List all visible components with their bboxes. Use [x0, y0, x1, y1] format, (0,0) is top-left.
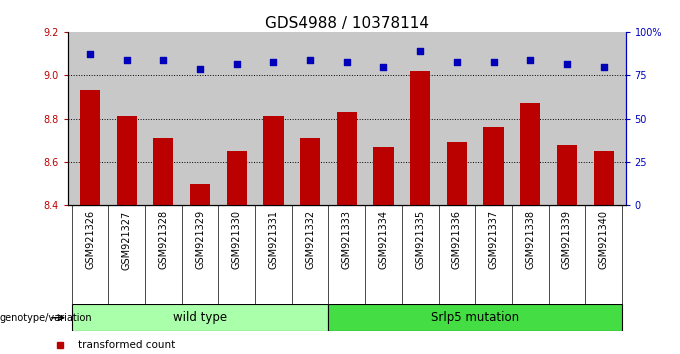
- Text: GSM921338: GSM921338: [525, 210, 535, 269]
- Bar: [483, 127, 504, 205]
- Text: GSM921340: GSM921340: [598, 210, 609, 269]
- Bar: [300, 138, 320, 205]
- Text: GSM921328: GSM921328: [158, 210, 169, 269]
- Bar: [520, 103, 541, 205]
- Text: Srlp5 mutation: Srlp5 mutation: [431, 311, 520, 324]
- Bar: [80, 90, 100, 205]
- Text: genotype/variation: genotype/variation: [0, 313, 92, 323]
- Point: [231, 62, 242, 67]
- Text: GSM921333: GSM921333: [342, 210, 352, 269]
- Point: [525, 57, 536, 63]
- Point: [415, 48, 426, 54]
- Text: GSM921339: GSM921339: [562, 210, 572, 269]
- Point: [488, 59, 499, 65]
- Bar: [337, 112, 357, 205]
- Point: [121, 57, 132, 63]
- Text: GSM921326: GSM921326: [85, 210, 95, 269]
- Bar: [410, 71, 430, 205]
- Point: [562, 62, 573, 67]
- Title: GDS4988 / 10378114: GDS4988 / 10378114: [265, 16, 429, 31]
- Text: GSM921330: GSM921330: [232, 210, 242, 269]
- Point: [305, 57, 316, 63]
- Point: [84, 51, 95, 56]
- Text: GSM921335: GSM921335: [415, 210, 425, 269]
- Bar: [373, 147, 394, 205]
- Text: GSM921334: GSM921334: [379, 210, 388, 269]
- Text: GSM921331: GSM921331: [269, 210, 278, 269]
- Point: [452, 59, 462, 65]
- Point: [598, 64, 609, 69]
- Bar: [153, 138, 173, 205]
- Bar: [226, 151, 247, 205]
- Bar: [190, 184, 210, 205]
- Point: [268, 59, 279, 65]
- Point: [378, 64, 389, 69]
- Point: [341, 59, 352, 65]
- Text: GSM921327: GSM921327: [122, 210, 132, 269]
- Bar: [328, 304, 622, 331]
- Text: GSM921329: GSM921329: [195, 210, 205, 269]
- Point: [158, 57, 169, 63]
- Bar: [263, 116, 284, 205]
- Bar: [557, 145, 577, 205]
- Text: wild type: wild type: [173, 311, 227, 324]
- Text: GSM921332: GSM921332: [305, 210, 315, 269]
- Bar: [594, 151, 613, 205]
- Point: [194, 66, 205, 72]
- Bar: [447, 142, 467, 205]
- Text: GSM921337: GSM921337: [488, 210, 498, 269]
- Bar: [116, 116, 137, 205]
- Bar: [71, 304, 328, 331]
- Text: transformed count: transformed count: [78, 340, 175, 350]
- Text: GSM921336: GSM921336: [452, 210, 462, 269]
